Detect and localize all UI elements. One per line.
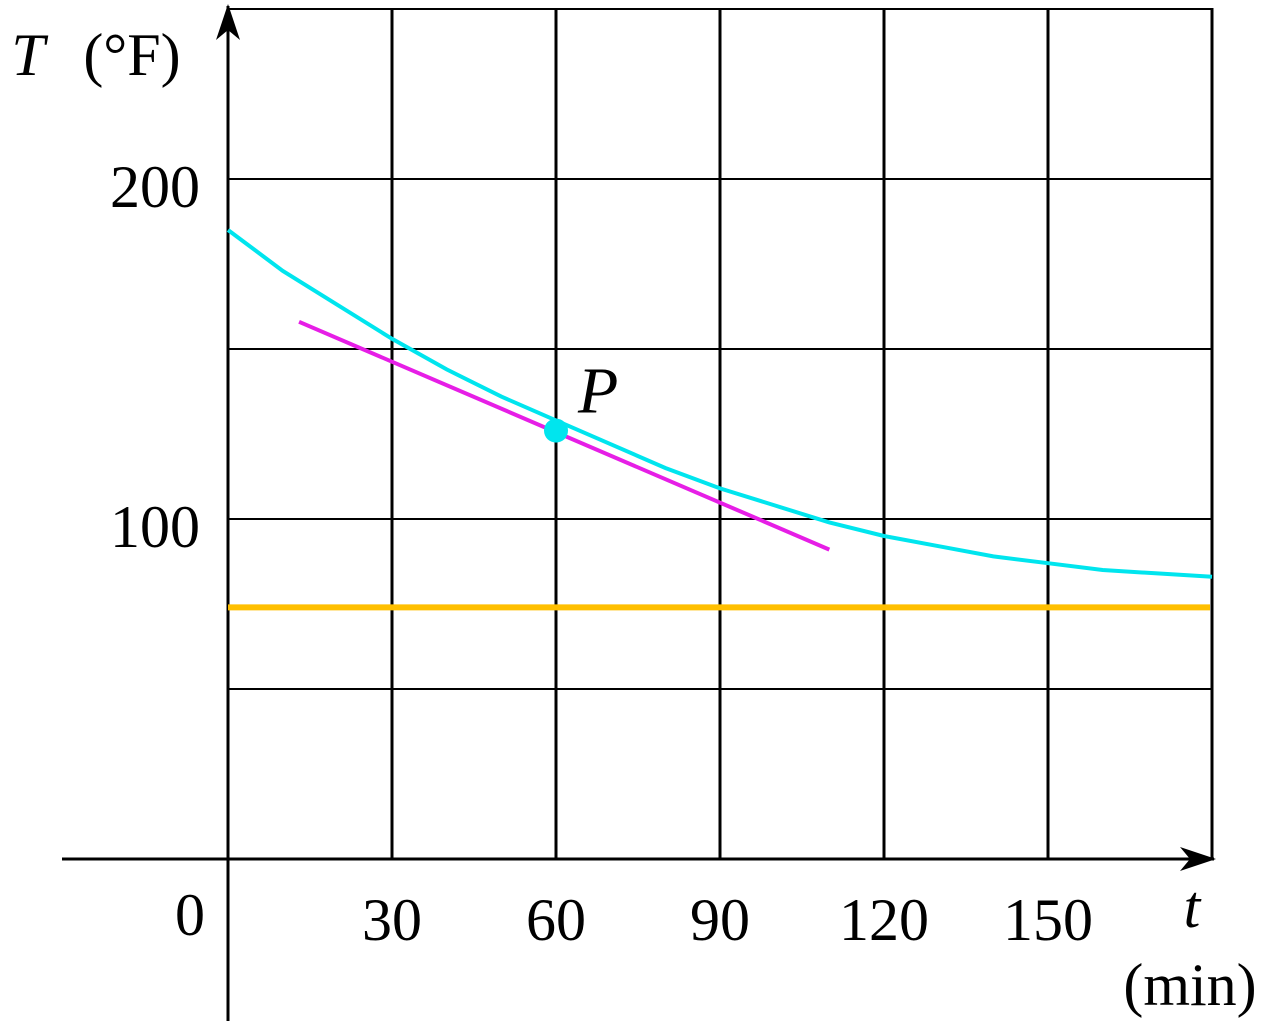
y-axis-variable: T — [11, 22, 48, 88]
x-tick-label: 30 — [362, 887, 422, 953]
x-tick-label: 120 — [839, 887, 929, 953]
x-axis-variable: t — [1184, 874, 1202, 940]
point-p-marker — [544, 418, 568, 443]
x-tick-label: 90 — [690, 887, 750, 953]
y-tick-label: 100 — [110, 494, 200, 560]
origin-label: 0 — [175, 882, 205, 948]
x-tick-label: 150 — [1003, 887, 1093, 953]
temperature-curve — [226, 228, 1213, 579]
point-p-label: P — [577, 355, 618, 428]
y-tick-labels: 100 200 — [110, 154, 200, 560]
x-tick-label: 60 — [526, 887, 586, 953]
y-axis-unit: (°F) — [83, 22, 180, 88]
grid — [228, 8, 1214, 859]
x-tick-labels: 30 60 90 120 150 — [362, 887, 1093, 953]
x-axis-unit: (min) — [1123, 952, 1256, 1018]
y-tick-label: 200 — [110, 154, 200, 220]
